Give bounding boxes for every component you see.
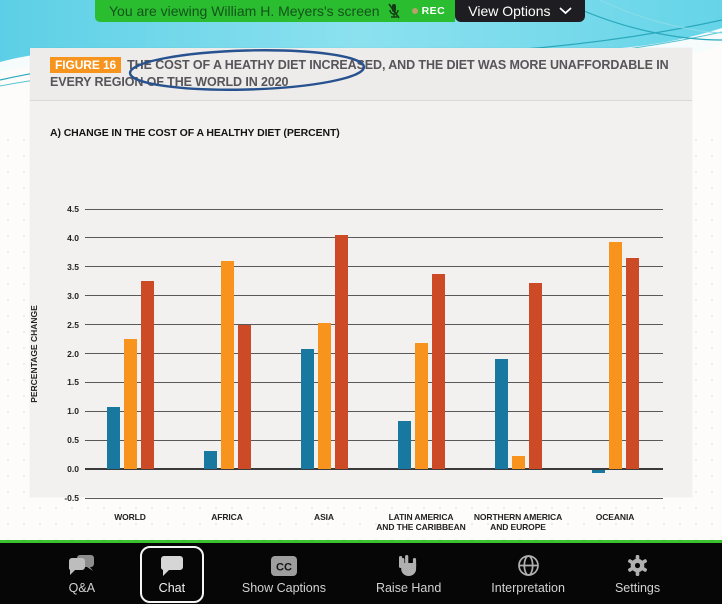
figure-title-block: FIGURE 16 THE COST OF A HEATHY DIET INCRE…: [30, 48, 692, 101]
gridline: [85, 381, 663, 383]
chat-label: Chat: [158, 581, 186, 595]
chevron-down-icon: [559, 7, 572, 15]
gridline: [85, 410, 663, 412]
y-tick-label: 2.5: [67, 319, 79, 330]
gridline: [85, 237, 663, 239]
toolbar-accent-line: [0, 540, 722, 543]
mic-muted-icon: [387, 3, 401, 19]
x-category-label: NORTHERN AMERICA AND EUROPE: [473, 512, 563, 532]
y-axis-label: PERCENTAGE CHANGE: [29, 304, 39, 403]
x-category-label: WORLD: [114, 512, 146, 522]
bar-series-orange: [317, 322, 331, 470]
bar-series-orange: [511, 456, 525, 470]
viewing-status: You are viewing William H. Meyers's scre…: [95, 0, 456, 22]
rec-label: REC: [421, 5, 446, 17]
show-captions-button[interactable]: CC Show Captions: [230, 546, 338, 603]
rec-dot-icon: [411, 8, 418, 14]
x-category-label: AFRICA: [211, 512, 243, 522]
svg-text:CC: CC: [276, 562, 292, 574]
bar-series-orange: [123, 339, 137, 470]
y-tick-label: 2.0: [67, 348, 79, 359]
bar-chart-plot: PERCENTAGE CHANGE 4.5 4.0 3.5 3.0 2.5 2.0 1.5 1…: [29, 204, 663, 532]
interpretation-button[interactable]: Interpretation: [479, 546, 577, 603]
y-tick-label: 4.0: [67, 232, 79, 243]
view-options-button[interactable]: View Options: [455, 0, 585, 22]
gridline: [85, 468, 663, 471]
bar-series-blue: [494, 359, 508, 470]
figure-title: FIGURE 16 THE COST OF A HEATHY DIET INCRE…: [50, 57, 672, 91]
bar-series-red: [528, 282, 542, 470]
raise-hand-label: Raise Hand: [375, 581, 442, 595]
bar-series-red: [625, 258, 639, 470]
gridline: [85, 208, 663, 210]
qa-button[interactable]: Q&A: [50, 546, 114, 603]
interpretation-label: Interpretation: [491, 581, 565, 595]
raise-hand-button[interactable]: Raise Hand: [364, 546, 453, 603]
y-tick-label: 1.5: [67, 377, 79, 388]
y-tick-label: 3.5: [67, 261, 79, 272]
y-tick-label: 4.5: [67, 204, 79, 214]
bar-series-blue: [106, 406, 120, 470]
raise-hand-icon: [398, 553, 419, 577]
qa-label: Q&A: [68, 581, 96, 595]
qa-bubbles-icon: [68, 553, 95, 577]
bar-series-blue: [203, 450, 217, 470]
globe-icon: [517, 553, 540, 577]
bar-series-blue: [300, 349, 314, 470]
chart-title: A) CHANGE IN THE COST OF A HEALTHY DIET …: [50, 127, 340, 139]
settings-button[interactable]: Settings: [603, 546, 672, 603]
x-category-label: OCEANIA: [595, 512, 635, 522]
y-tick-label: 3.0: [67, 290, 79, 301]
chat-bubble-icon: [160, 553, 184, 577]
bar-series-blue: [591, 470, 605, 473]
y-tick-label: 0.5: [67, 435, 79, 446]
gridline: [85, 497, 663, 499]
meeting-toolbar: Q&A Chat CC Show Captions: [0, 543, 722, 604]
gridline: [85, 353, 663, 354]
bar-series-red: [237, 324, 251, 470]
show-captions-label: Show Captions: [241, 581, 326, 595]
bar-series-red: [140, 281, 154, 470]
recording-indicator: REC: [411, 5, 446, 17]
chart-area: A) CHANGE IN THE COST OF A HEALTHY DIET …: [29, 101, 692, 532]
bar-series-red: [431, 274, 445, 470]
figure-title-text: THE COST OF A HEATHY DIET INCREASED, AND…: [50, 58, 669, 89]
figure-badge: FIGURE 16: [50, 57, 122, 73]
x-category-label: LATIN AMERICA AND THE CARIBBEAN: [376, 512, 466, 532]
closed-captions-icon: CC: [270, 553, 298, 577]
chat-button[interactable]: Chat: [139, 546, 204, 603]
gridline: [85, 266, 663, 268]
gridline: [85, 439, 663, 441]
shared-slide: FIGURE 16 THE COST OF A HEATHY DIET INCRE…: [29, 48, 692, 532]
view-options-label: View Options: [468, 3, 551, 19]
gear-icon: [626, 553, 649, 577]
gridline: [85, 324, 663, 326]
gridline: [85, 295, 663, 297]
bar-series-orange: [414, 343, 428, 470]
y-tick-label: -0.5: [64, 493, 79, 503]
bar-series-orange: [220, 261, 234, 470]
settings-label: Settings: [614, 581, 661, 595]
y-tick-label: 1.0: [67, 406, 79, 417]
viewing-status-text: You are viewing William H. Meyers's scre…: [109, 3, 380, 19]
bar-series-red: [334, 235, 348, 470]
y-tick-label: 0.0: [67, 464, 79, 475]
bar-series-orange: [608, 241, 622, 470]
x-category-label: ASIA: [314, 512, 334, 522]
bar-series-blue: [397, 421, 411, 470]
screen-share-banner: You are viewing William H. Meyers's scre…: [95, 0, 585, 22]
